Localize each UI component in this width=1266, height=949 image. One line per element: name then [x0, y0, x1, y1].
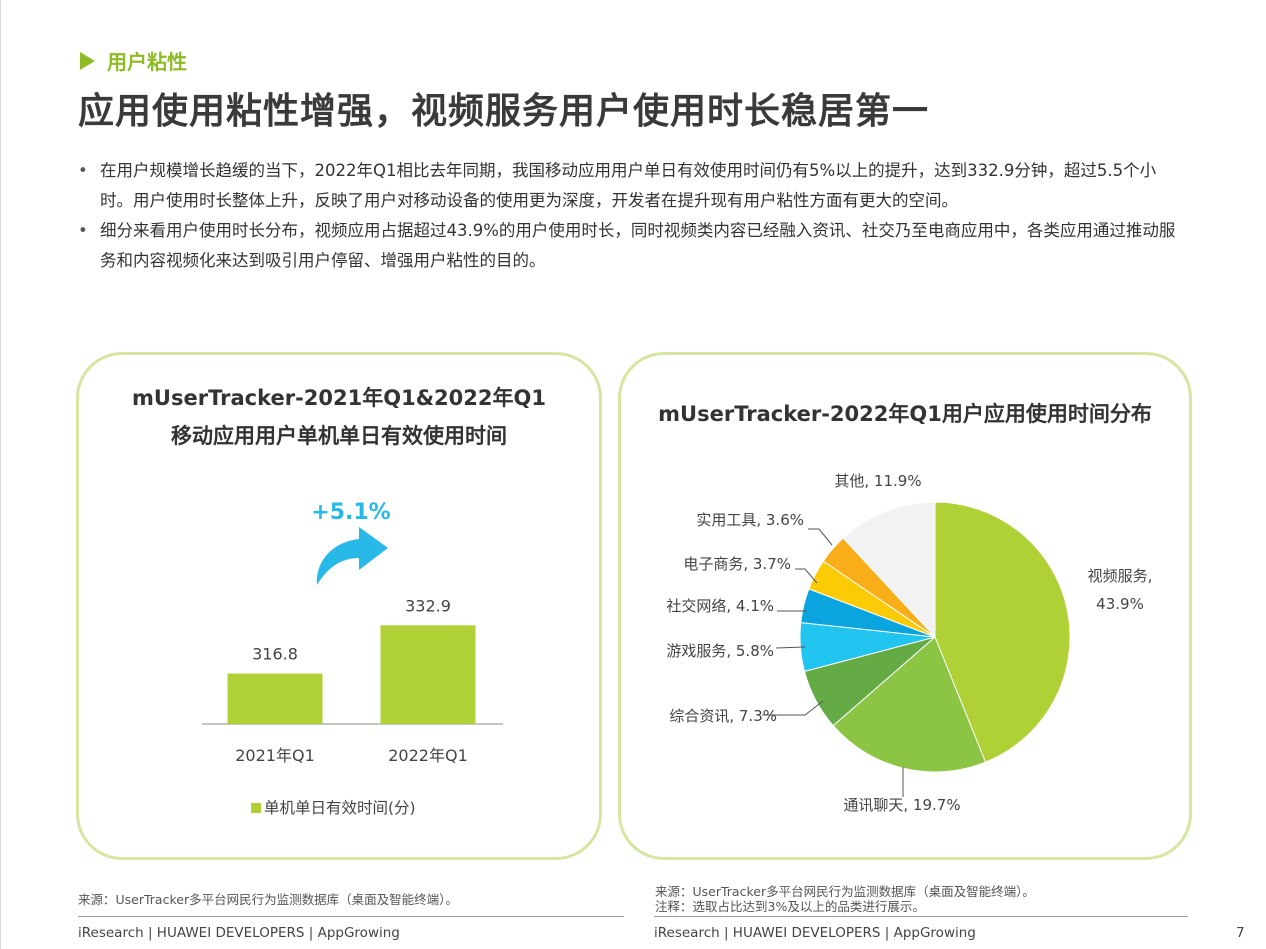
bar-chart-title-line1: mUserTracker-2021年Q1&2022年Q1	[132, 386, 546, 410]
pie-leader-line	[808, 528, 833, 546]
page-number: 7	[1236, 925, 1245, 941]
pie-slice-label: 电子商务, 3.7%	[683, 555, 791, 573]
pie-chart-title: mUserTracker-2022年Q1用户应用使用时间分布	[658, 402, 1152, 426]
pie-slice-label: 43.9%	[1096, 595, 1144, 613]
bar-2	[380, 625, 476, 724]
pie-slice-label: 实用工具, 3.6%	[696, 511, 804, 529]
bullet-item: 细分来看用户使用时长分布，视频应用占据超过43.9%的用户使用时长，同时视频类内…	[78, 216, 1188, 276]
growth-annotation: +5.1%	[311, 500, 390, 525]
legend-swatch	[251, 803, 261, 813]
section-tag-label: 用户粘性	[107, 50, 187, 74]
pie-leader-line	[775, 646, 806, 649]
pie-slice-label: 通讯聊天, 19.7%	[843, 796, 960, 814]
pie-slice-label: 视频服务,	[1088, 567, 1153, 585]
pie-slice-label: 游戏服务, 5.8%	[666, 642, 774, 660]
footer-credits-left: iResearch | HUAWEI DEVELOPERS | AppGrowi…	[78, 925, 400, 941]
play-triangle-icon	[80, 51, 95, 70]
growth-arrow-icon	[316, 527, 388, 585]
footer-divider-right	[654, 916, 1188, 917]
bullet-item: 在用户规模增长趋缓的当下，2022年Q1相比去年同期，我国移动应用用户单日有效使…	[78, 156, 1188, 216]
source-note-right: 来源：UserTracker多平台网民行为监测数据库（桌面及智能终端）。	[655, 884, 1035, 899]
source-annotation-right: 注释：选取占比达到3%及以上的品类进行展示。	[655, 899, 925, 914]
usage-time-bar-card: mUserTracker-2021年Q1&2022年Q1 移动应用用户单机单日有…	[76, 352, 602, 860]
bar-chart-title-line2: 移动应用用户单机单日有效使用时间	[171, 424, 507, 448]
pie-chart: 视频服务, 43.9% 通讯聊天, 19.7% 综合资讯, 7.3% 游戏服务, 5.8…	[666, 472, 1153, 814]
pie-leader-line	[795, 568, 818, 584]
bar-chart: 316.8 2021年Q1 332.9 2022年Q1 +5.1% 单机单日有效时间(分)	[202, 500, 503, 817]
page-title: 应用使用粘性增强，视频服务用户使用时长稳居第一	[78, 91, 930, 132]
footer-credits-right: iResearch | HUAWEI DEVELOPERS | AppGrowi…	[654, 925, 976, 941]
bar-1	[227, 673, 323, 724]
pie-slice-label: 综合资讯, 7.3%	[669, 707, 777, 725]
page-edge-line	[0, 0, 1, 949]
bar-value-label: 316.8	[252, 645, 298, 664]
pie-slice-1	[934, 501, 1071, 763]
bar-chart-title: mUserTracker-2021年Q1&2022年Q1 移动应用用户单机单日有…	[79, 379, 599, 455]
x-tick-label: 2021年Q1	[235, 746, 315, 765]
pie-slice-label: 社交网络, 4.1%	[666, 597, 774, 615]
pie-slice-label: 其他, 11.9%	[834, 472, 921, 490]
bullet-list: 在用户规模增长趋缓的当下，2022年Q1相比去年同期，我国移动应用用户单日有效使…	[78, 156, 1188, 276]
usage-distribution-pie-card: mUserTracker-2022年Q1用户应用使用时间分布 视频服务, 43.9…	[618, 352, 1192, 860]
footer-divider-left	[78, 916, 624, 917]
bar-value-label: 332.9	[405, 596, 451, 615]
source-note-left: 来源：UserTracker多平台网民行为监测数据库（桌面及智能终端）。	[78, 892, 458, 907]
pie-slice-8	[842, 501, 936, 639]
x-tick-label: 2022年Q1	[388, 746, 468, 765]
section-tag: 用户粘性	[80, 46, 187, 75]
pie-leader-line	[762, 700, 824, 716]
legend-label: 单机单日有效时间(分)	[264, 799, 416, 817]
